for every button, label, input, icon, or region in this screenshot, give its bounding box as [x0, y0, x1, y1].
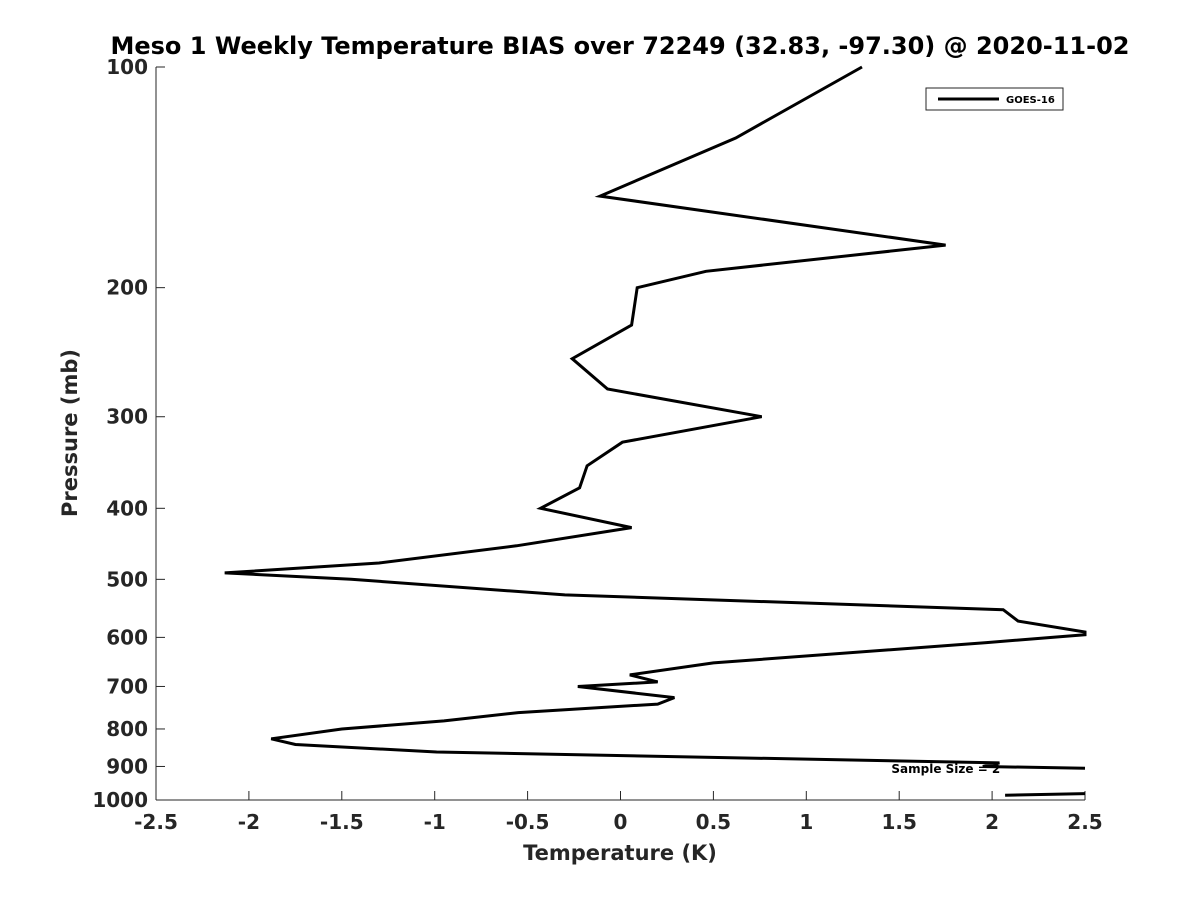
y-axis-label: Pressure (mb) [58, 349, 82, 517]
x-axis-ticks: -2.5 -2 -1.5 -1 -0.5 0 0.5 1 1.5 2 2.5 [134, 791, 1103, 834]
x-tick-label: -0.5 [506, 810, 550, 834]
chart-title: Meso 1 Weekly Temperature BIAS over 7224… [110, 32, 1129, 60]
y-tick-label: 100 [106, 55, 148, 79]
plot-background [156, 67, 1085, 800]
y-tick-label: 1000 [92, 788, 148, 812]
x-tick-label: 2.5 [1067, 810, 1102, 834]
plot-area: -2.5 -2 -1.5 -1 -0.5 0 0.5 1 1.5 2 2.5 100 200 300 40… [92, 55, 1102, 834]
series-layer [224, 65, 1087, 797]
y-axis-ticks: 100 200 300 400 500 600 700 800 900 1000 [92, 55, 165, 812]
y-tick-label: 500 [106, 567, 148, 591]
x-tick-label: 1 [799, 810, 813, 834]
sample-size-annotation: Sample Size = 2 [891, 762, 1000, 776]
legend-label-goes16: GOES-16 [1006, 95, 1055, 106]
y-tick-label: 600 [106, 625, 148, 649]
x-tick-label: 0 [614, 810, 628, 834]
series-line-goes16 [224, 65, 1087, 770]
x-tick-label: 1.5 [881, 810, 916, 834]
y-tick-label: 700 [106, 674, 148, 698]
y-tick-label: 300 [106, 405, 148, 429]
y-tick-label: 200 [106, 276, 148, 300]
x-tick-label: -2.5 [134, 810, 178, 834]
x-tick-label: -1 [424, 810, 446, 834]
y-tick-label: 900 [106, 754, 148, 778]
legend: GOES-16 [925, 87, 1064, 111]
x-tick-label: 2 [985, 810, 999, 834]
x-tick-label: -2 [238, 810, 260, 834]
x-tick-label: -1.5 [320, 810, 364, 834]
annotation-layer: Sample Size = 2 [891, 762, 1000, 776]
y-tick-label: 800 [106, 717, 148, 741]
x-tick-label: 0.5 [696, 810, 731, 834]
y-tick-label: 400 [106, 496, 148, 520]
x-axis-label: Temperature (K) [523, 841, 717, 865]
series-line-goes16 [1005, 792, 1086, 797]
